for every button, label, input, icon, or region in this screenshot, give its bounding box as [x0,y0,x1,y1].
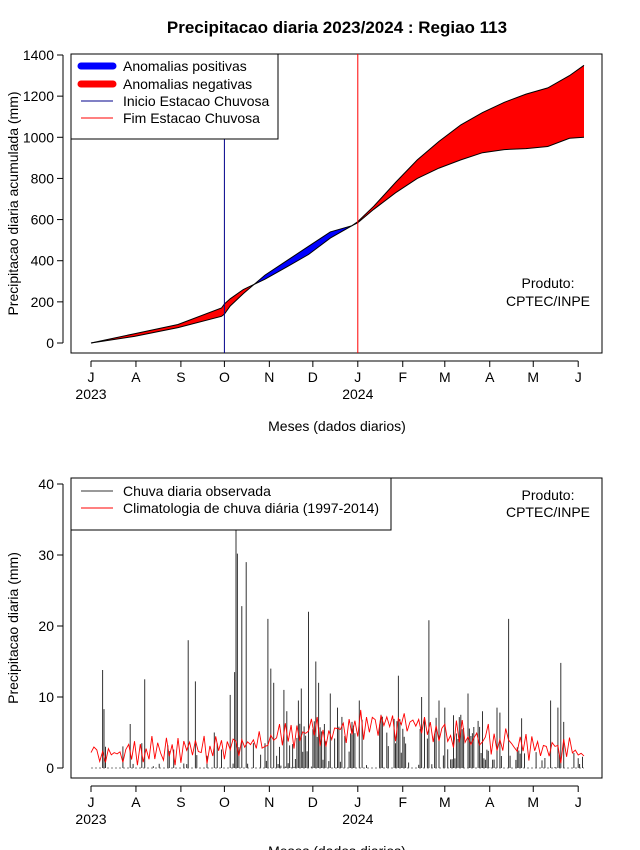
product-label: Produto: [522,275,575,291]
top-y-axis-title: Precipitacao diaria acumulada (mm) [5,91,21,315]
chart-title: Precipitacao diaria 2023/2024 : Regiao 1… [167,18,507,37]
bottom-y-tick-label: 30 [38,547,54,563]
bottom-x-tick-label: J [88,794,95,810]
top-x-tick-label: J [88,369,95,385]
product-source-label: CPTEC/INPE [506,293,590,309]
bottom-y-axis-title: Precipitacao diaria (mm) [5,552,21,704]
bottom-year-label: 2023 [75,811,106,827]
top-x-tick-label: D [308,369,318,385]
bottom-x-tick-label: M [439,794,451,810]
top-year-label: 2023 [75,386,106,402]
top-x-tick-label: F [398,369,407,385]
negative-anomaly-area [352,65,584,226]
observed-accumulated-line [90,136,585,344]
negative-anomaly-area [91,283,255,343]
bottom-x-tick-label: A [485,794,495,810]
top-y-tick-label: 0 [46,335,54,351]
bottom-x-tick-label: F [398,794,407,810]
product-label: Produto: [522,487,575,503]
daily-chart: 010203040JASONDJFMAMJ20232024Meses (dado… [5,476,603,850]
bottom-y-tick-label: 40 [38,476,54,492]
top-x-tick-label: N [264,369,274,385]
top-y-tick-label: 1200 [23,88,54,104]
top-y-tick-label: 600 [31,212,55,228]
top-y-tick-label: 400 [31,253,55,269]
bottom-legend-box [70,477,392,531]
top-x-tick-label: J [575,369,582,385]
bottom-x-tick-label: S [176,794,185,810]
legend-entry: Climatologia de chuva diária (1997-2014) [123,500,379,516]
top-y-tick-label: 1000 [23,129,54,145]
legend-entry: Inicio Estacao Chuvosa [123,93,270,109]
bottom-y-tick-label: 20 [38,618,54,634]
bottom-x-tick-label: M [527,794,539,810]
top-year-label: 2024 [342,386,373,402]
legend-entry: Chuva diaria observada [123,483,271,499]
bottom-x-tick-label: N [264,794,274,810]
product-source-label: CPTEC/INPE [506,504,590,520]
bottom-year-label: 2024 [342,811,373,827]
bottom-x-axis-title: Meses (dados diarios) [268,843,406,850]
bottom-x-tick-label: J [354,794,361,810]
top-x-tick-label: M [439,369,451,385]
top-x-tick-label: M [527,369,539,385]
top-x-tick-label: S [176,369,185,385]
top-x-tick-label: A [485,369,495,385]
bottom-x-tick-label: A [131,794,141,810]
top-y-tick-label: 1400 [23,47,54,63]
bottom-y-tick-label: 0 [46,760,54,776]
top-x-tick-label: O [219,369,230,385]
top-y-tick-label: 200 [31,294,55,310]
legend-entry: Anomalias positivas [123,58,247,74]
bottom-x-tick-label: D [308,794,318,810]
top-x-axis-title: Meses (dados diarios) [268,418,406,434]
climatology-daily-line [90,709,585,766]
top-x-tick-label: J [354,369,361,385]
legend-entry: Fim Estacao Chuvosa [123,110,260,126]
bottom-x-tick-label: J [575,794,582,810]
top-x-tick-label: A [131,369,141,385]
legend-entry: Anomalias negativas [123,76,252,92]
top-y-tick-label: 800 [31,170,55,186]
bottom-x-tick-label: O [219,794,230,810]
positive-anomaly-area [254,225,352,284]
bottom-y-tick-label: 10 [38,689,54,705]
top-plot-box [70,53,603,354]
